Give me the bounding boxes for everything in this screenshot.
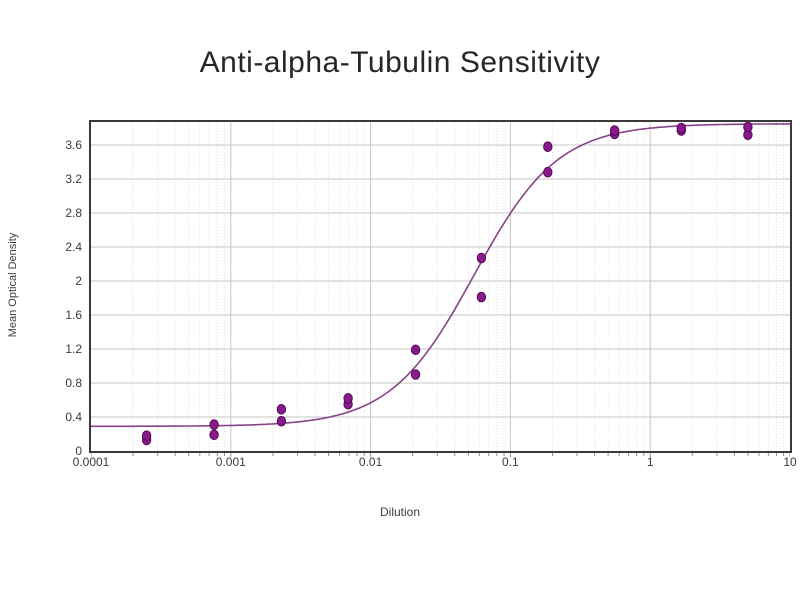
data-point (743, 122, 753, 133)
data-point (543, 141, 553, 153)
x-axis-tick-strip (91, 453, 790, 457)
x-axis-title: Dilution (379, 505, 421, 519)
x-tick-label: 0.01 (358, 455, 383, 469)
y-axis-title: Mean Optical Density (7, 232, 19, 338)
data-point (476, 252, 487, 264)
fit-curve (91, 123, 790, 428)
data-point (676, 122, 686, 134)
y-tick-label: 2.4 (65, 239, 82, 254)
data-point (209, 419, 219, 430)
x-tick-label: 0.001 (215, 455, 246, 469)
data-point (276, 415, 287, 427)
data-point (141, 430, 152, 442)
y-tick-label: 3.2 (65, 171, 82, 186)
y-tick-label: 3.6 (65, 137, 82, 152)
plot-canvas (91, 122, 790, 451)
data-point (410, 344, 421, 356)
x-tick-label: 0.0001 (72, 455, 110, 469)
y-tick-label: 0 (75, 444, 82, 458)
data-point (276, 404, 287, 415)
x-tick-label: 0.1 (502, 455, 519, 469)
y-tick-label: 1.2 (65, 341, 82, 356)
data-point (609, 125, 620, 136)
x-tick-label: 10 (783, 455, 797, 469)
y-tick-label: 2.8 (65, 205, 82, 220)
data-point (410, 369, 421, 380)
data-point (343, 393, 353, 404)
x-tick-label: 1 (646, 455, 654, 469)
chart-title: Anti-alpha-Tubulin Sensitivity (199, 46, 601, 79)
y-tick-label: 1.6 (65, 307, 82, 322)
plot-area (89, 120, 792, 453)
y-tick-label: 0.8 (65, 375, 82, 390)
y-tick-label: 0.4 (65, 409, 82, 424)
y-tick-label: 2 (75, 273, 82, 288)
data-point (476, 291, 487, 303)
data-point (543, 166, 553, 178)
data-point (209, 429, 219, 441)
